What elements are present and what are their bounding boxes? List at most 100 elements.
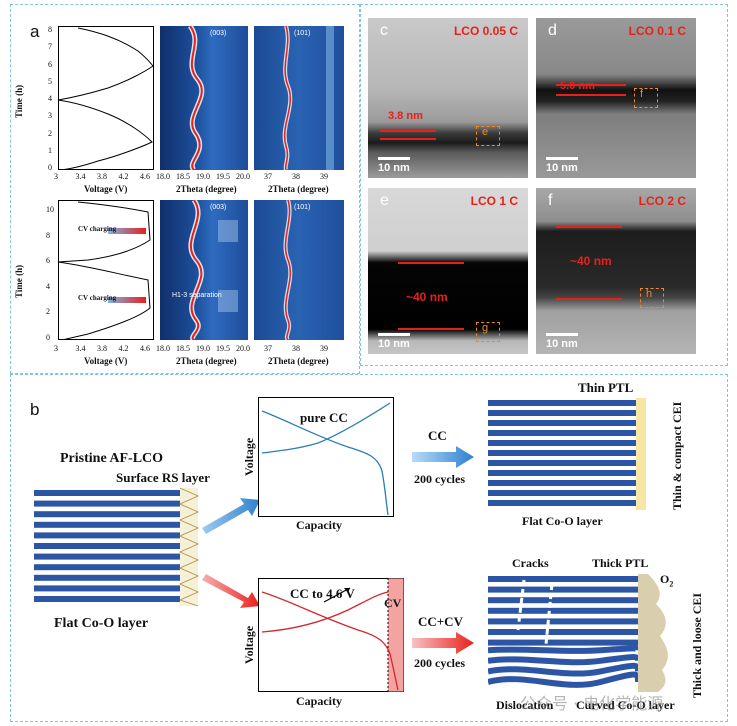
top-time-tick-5: 5: [48, 76, 52, 86]
pristine-layer-4: [34, 532, 180, 539]
bottom-voltage-tick-2: 3.8: [97, 344, 107, 353]
tem-f-title: LCO 2 C: [638, 194, 686, 208]
pristine-layer-5: [34, 543, 180, 549]
tem-d-measure-top: [556, 84, 626, 86]
o2-subscript: 2: [669, 579, 674, 589]
cc-layer-2: [488, 420, 636, 426]
pristine-structure: [34, 488, 199, 606]
bottom-vq-graph: [258, 578, 404, 692]
h1-3-separation-label: H1-3 separation: [172, 292, 222, 299]
tem-d-scale-label: 10 nm: [546, 162, 578, 174]
bottom-theta1-tick-4: 20.0: [236, 344, 250, 353]
top-time-tick-4: 4: [48, 94, 52, 103]
cccv-layer-5: [488, 629, 638, 635]
tem-e-scalebar: [378, 333, 410, 336]
curved-coo-label: Curved Co-O layer: [576, 698, 675, 712]
top-time-tick-1: 1: [48, 145, 52, 155]
top-charge-curve: [261, 402, 391, 454]
o2-label: O2: [660, 572, 673, 588]
cccv-arrow-label: CC+CV: [418, 614, 463, 629]
bottom-theta1-tick-2: 19.0: [196, 344, 210, 353]
cccv-layer-9: [488, 662, 641, 677]
cccv-layer-7: [488, 645, 641, 654]
top-theta1-tick-4: 20.0: [236, 172, 250, 181]
tem-f-measure-top: [556, 226, 622, 228]
top-voltage-tick-1: 3.4: [75, 172, 86, 181]
panel-b-frame: [10, 374, 728, 722]
top-time-tick-7: 7: [48, 42, 52, 52]
tem-e-measure-label: ~40 nm: [406, 290, 448, 304]
top-theta2-tick-2: 39: [320, 172, 328, 181]
cv-charging-label-1: CV charging: [78, 225, 117, 233]
arrow-to-cc: [202, 498, 260, 534]
cccv-arrow: [412, 632, 474, 654]
bottom-time-tick-1: 2: [46, 307, 50, 317]
top-time-tick-3: 3: [48, 111, 52, 121]
thin-cei-label: Thin & compact CEI: [670, 401, 684, 510]
cccv-layer-8: [488, 654, 641, 666]
flat-coo-left-label: Flat Co-O layer: [54, 616, 149, 631]
bottom-time-tick-4: 8: [46, 230, 50, 240]
bottom-theta2-tick-2: 39: [320, 344, 328, 353]
cv-arrow-1: [108, 228, 146, 234]
top-voltage-tick-4: 4.6: [140, 172, 150, 181]
tem-c-scale-label: 10 nm: [378, 162, 410, 174]
tem-c-measure-top: [380, 130, 436, 132]
tem-f-measure-bottom: [556, 298, 622, 300]
tem-d-letter: d: [548, 22, 557, 39]
cc-layer-9: [488, 490, 636, 496]
cc-arrow-label: CC: [428, 428, 447, 443]
top-time-label: Time (h): [14, 84, 24, 118]
top-time-tick-0: 0: [48, 163, 52, 172]
tem-c-title: LCO 0.05 C: [453, 24, 518, 38]
top-xrd-101: [254, 26, 344, 170]
bottom-time-tick-2: 4: [46, 281, 50, 291]
bottom-voltage-tick-3: 4.2: [118, 344, 129, 353]
bottom-voltage-plot: [58, 200, 154, 340]
thick-cei-shape: [638, 574, 668, 692]
pristine-layer-0: [34, 490, 180, 496]
pristine-layer-3: [34, 521, 180, 528]
bottom-theta2-tick-0: 37: [264, 344, 272, 353]
top-voltage-plot: [58, 26, 154, 170]
arrow-to-cccv: [202, 574, 260, 608]
tem-f-scalebar: [546, 333, 578, 336]
bottom-charge-curve: [261, 591, 389, 633]
tem-e-region-label: g: [482, 322, 489, 334]
bottom-theta2-label: 2Theta (degree): [268, 356, 329, 366]
tem-f-region-box: [640, 288, 664, 308]
top-peak-003: (003): [210, 30, 227, 37]
cc-layer-1: [488, 410, 636, 416]
bottom-time-tick-5: 10: [46, 205, 54, 214]
cc-layer-3: [488, 430, 636, 436]
thin-ptl-label: Thin PTL: [578, 380, 634, 395]
pristine-layer-7: [34, 564, 180, 571]
bottom-theta1-label: 2Theta (degree): [176, 356, 237, 366]
top-time-tick-2: 2: [48, 128, 52, 138]
cccv-layer-0: [488, 576, 638, 582]
tem-e-scale-label: 10 nm: [378, 338, 410, 350]
cccv-layer-10: [488, 671, 641, 688]
bottom-peak-101: (101): [294, 204, 311, 211]
cc-layer-0: [488, 400, 636, 406]
cccv-cycles-label: 200 cycles: [414, 656, 465, 670]
panel-cf-frame: [360, 4, 728, 366]
cccv-layer-4: [488, 618, 638, 625]
panel-b-label: b: [30, 400, 40, 419]
top-theta1-tick-0: 18.0: [156, 172, 170, 181]
bottom-theta1-tick-1: 18.5: [176, 344, 190, 353]
top-theta1-tick-3: 19.5: [216, 172, 230, 181]
o2-main: O: [660, 572, 670, 586]
tem-f-scale-label: 10 nm: [546, 338, 578, 350]
bottom-xrd-101: [254, 200, 344, 340]
top-peak-101: (101): [294, 30, 311, 37]
tem-panel-f: f LCO 2 C ~40 nm h 10 nm: [536, 188, 696, 354]
tem-d-scalebar: [546, 157, 578, 160]
dislocation-label: Dislocation: [496, 698, 554, 712]
bottom-voltage-curve: [58, 201, 151, 340]
bottom-voltage-label: Voltage (V): [84, 356, 128, 366]
surface-rs-label: Surface RS layer: [116, 470, 210, 485]
tem-e-region-box: [476, 322, 500, 342]
bottom-graph-ylabel: Voltage: [242, 625, 256, 664]
tem-c-measure-label: 3.8 nm: [388, 110, 423, 122]
